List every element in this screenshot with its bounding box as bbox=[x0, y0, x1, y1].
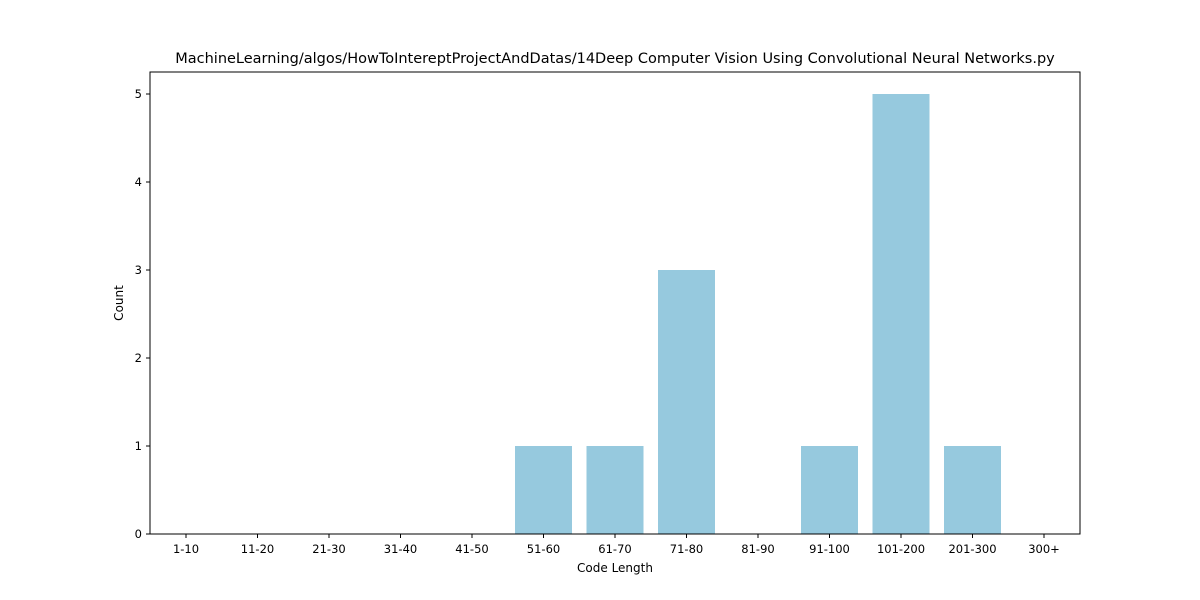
x-tick-label: 101-200 bbox=[877, 542, 925, 556]
y-tick-label: 5 bbox=[135, 87, 142, 101]
x-tick-label: 81-90 bbox=[741, 542, 774, 556]
y-tick-label: 3 bbox=[135, 263, 142, 277]
x-tick-label: 21-30 bbox=[312, 542, 345, 556]
bar-61-70 bbox=[586, 446, 644, 534]
y-tick-label: 0 bbox=[135, 527, 142, 541]
y-tick-label: 2 bbox=[135, 351, 142, 365]
y-axis-label: Count bbox=[112, 285, 126, 321]
bar-201-300 bbox=[944, 446, 1001, 534]
x-tick-label: 31-40 bbox=[384, 542, 417, 556]
bar-91-100 bbox=[801, 446, 858, 534]
x-tick-label: 71-80 bbox=[670, 542, 703, 556]
bars-layer bbox=[515, 94, 1001, 534]
x-tick-label: 11-20 bbox=[241, 542, 274, 556]
x-tick-label: 61-70 bbox=[598, 542, 631, 556]
x-tick-label: 201-300 bbox=[948, 542, 996, 556]
y-axis: 0 1 2 3 4 5 bbox=[135, 87, 150, 541]
chart-title: MachineLearning/algos/HowToIntereptProje… bbox=[175, 51, 1055, 67]
y-tick-label: 4 bbox=[135, 175, 142, 189]
y-tick-label: 1 bbox=[135, 439, 142, 453]
x-axis: 1-10 11-20 21-30 31-40 41-50 51-60 61-70 71-80 8… bbox=[173, 534, 1060, 556]
x-tick-label: 1-10 bbox=[173, 542, 199, 556]
x-tick-label: 51-60 bbox=[527, 542, 560, 556]
x-tick-label: 91-100 bbox=[809, 542, 850, 556]
bar-71-80 bbox=[658, 270, 715, 534]
x-axis-label: Code Length bbox=[577, 561, 653, 575]
x-tick-label: 300+ bbox=[1028, 542, 1060, 556]
bar-51-60 bbox=[515, 446, 572, 534]
x-tick-label: 41-50 bbox=[455, 542, 488, 556]
bar-101-200 bbox=[872, 94, 930, 534]
